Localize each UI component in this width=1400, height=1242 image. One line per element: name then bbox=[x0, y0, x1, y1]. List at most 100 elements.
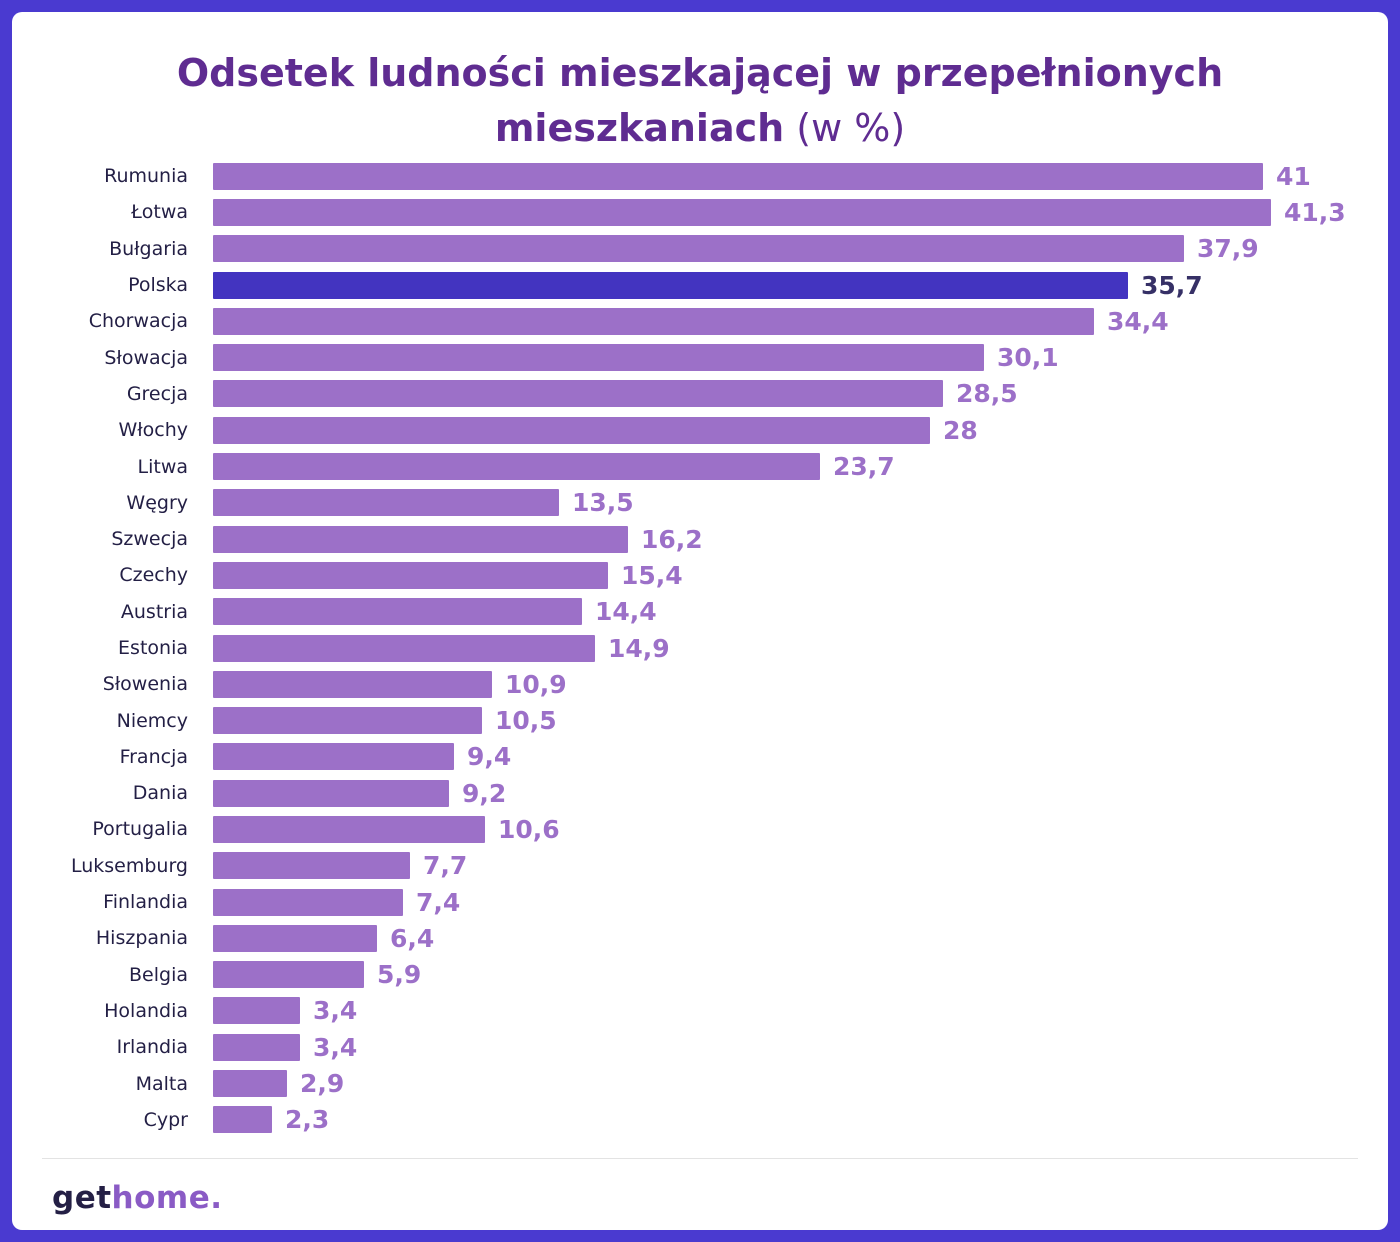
category-label: Chorwacja bbox=[88, 310, 188, 333]
chart-row: Chorwacja 34,4 bbox=[38, 303, 1362, 339]
bar-track: 7,4 bbox=[213, 888, 1362, 917]
chart-row: Finlandia 7,4 bbox=[38, 884, 1362, 920]
category-label: Hiszpania bbox=[95, 927, 188, 950]
category-label: Malta bbox=[135, 1072, 188, 1095]
chart-row: Holandia 3,4 bbox=[38, 993, 1362, 1029]
value-label: 14,9 bbox=[608, 633, 670, 663]
bar bbox=[213, 598, 582, 626]
chart-title-line2-bold: mieszkaniach bbox=[494, 106, 785, 151]
infographic-card: Odsetek ludności mieszkającej w przepełn… bbox=[12, 12, 1388, 1230]
bar-track: 5,9 bbox=[213, 960, 1362, 989]
category-label: Polska bbox=[128, 274, 188, 297]
value-label: 3,4 bbox=[313, 996, 358, 1026]
chart-row: Irlandia 3,4 bbox=[38, 1029, 1362, 1065]
bar bbox=[213, 1033, 300, 1061]
value-label: 16,2 bbox=[641, 524, 703, 554]
bar-track: 23,7 bbox=[213, 452, 1362, 481]
bar-track: 7,7 bbox=[213, 851, 1362, 880]
value-label: 35,7 bbox=[1141, 270, 1203, 300]
bar-track: 13,5 bbox=[213, 488, 1362, 517]
bar bbox=[213, 453, 820, 481]
chart-row: Rumunia 41 bbox=[38, 158, 1362, 194]
chart-row: Hiszpania 6,4 bbox=[38, 920, 1362, 956]
bar bbox=[213, 235, 1184, 263]
bar bbox=[213, 815, 485, 843]
chart-row: Luksemburg 7,7 bbox=[38, 848, 1362, 884]
bar-track: 41 bbox=[213, 162, 1362, 191]
value-label: 30,1 bbox=[997, 343, 1059, 373]
chart-row: Słowenia 10,9 bbox=[38, 666, 1362, 702]
bar-track: 3,4 bbox=[213, 996, 1362, 1025]
category-label: Portugalia bbox=[92, 818, 188, 841]
bar-track: 9,2 bbox=[213, 779, 1362, 808]
chart-row: Polska 35,7 bbox=[38, 267, 1362, 303]
value-label: 41 bbox=[1276, 161, 1311, 191]
category-label: Holandia bbox=[104, 999, 188, 1022]
category-label: Słowenia bbox=[102, 673, 188, 696]
bar-track: 10,5 bbox=[213, 706, 1362, 735]
category-label: Irlandia bbox=[116, 1036, 188, 1059]
category-label: Bułgaria bbox=[109, 237, 188, 260]
bar bbox=[213, 489, 559, 517]
bar-track: 10,6 bbox=[213, 815, 1362, 844]
chart-row: Węgry 13,5 bbox=[38, 485, 1362, 521]
category-label: Dania bbox=[132, 782, 188, 805]
chart-row: Włochy 28 bbox=[38, 412, 1362, 448]
bar-track: 30,1 bbox=[213, 343, 1362, 372]
category-label: Austria bbox=[120, 600, 188, 623]
bar bbox=[213, 852, 410, 880]
category-label: Francja bbox=[119, 745, 188, 768]
value-label: 28 bbox=[943, 415, 978, 445]
chart-row: Malta 2,9 bbox=[38, 1065, 1362, 1101]
value-label: 10,9 bbox=[505, 669, 567, 699]
chart-row: Bułgaria 37,9 bbox=[38, 231, 1362, 267]
value-label: 15,4 bbox=[621, 560, 683, 590]
bar bbox=[213, 380, 943, 408]
bar-track: 2,9 bbox=[213, 1069, 1362, 1098]
bar bbox=[213, 344, 984, 372]
bar bbox=[213, 888, 403, 916]
category-label: Cypr bbox=[143, 1108, 188, 1131]
gethome-logo: gethome. bbox=[52, 1180, 223, 1216]
value-label: 6,4 bbox=[390, 923, 435, 953]
bar-track: 14,4 bbox=[213, 597, 1362, 626]
category-label: Luksemburg bbox=[70, 854, 188, 877]
chart-row: Szwecja 16,2 bbox=[38, 521, 1362, 557]
chart-title-unit: (w %) bbox=[784, 106, 906, 151]
value-label: 10,5 bbox=[495, 706, 557, 736]
chart-row: Łotwa 41,3 bbox=[38, 194, 1362, 230]
chart-row: Słowacja 30,1 bbox=[38, 339, 1362, 375]
value-label: 9,2 bbox=[462, 778, 507, 808]
bar-track: 2,3 bbox=[213, 1105, 1362, 1134]
bar bbox=[213, 162, 1263, 190]
chart-row: Dania 9,2 bbox=[38, 775, 1362, 811]
bar-track: 34,4 bbox=[213, 307, 1362, 336]
category-label: Finlandia bbox=[103, 891, 188, 914]
bar bbox=[213, 743, 454, 771]
bar bbox=[213, 924, 377, 952]
bar bbox=[213, 561, 608, 589]
value-label: 14,4 bbox=[595, 597, 657, 627]
bar bbox=[213, 634, 595, 662]
chart-title: Odsetek ludności mieszkającej w przepełn… bbox=[12, 46, 1388, 156]
category-label: Estonia bbox=[118, 637, 188, 659]
value-label: 13,5 bbox=[572, 488, 634, 518]
bar-highlight bbox=[213, 271, 1128, 299]
chart-row: Portugalia 10,6 bbox=[38, 811, 1362, 847]
bar bbox=[213, 670, 492, 698]
bar-track: 28 bbox=[213, 416, 1362, 445]
category-label: Rumunia bbox=[104, 165, 188, 188]
value-label: 2,3 bbox=[285, 1105, 330, 1135]
bar bbox=[213, 307, 1094, 335]
chart-row: Czechy 15,4 bbox=[38, 557, 1362, 593]
bar-track: 37,9 bbox=[213, 234, 1362, 263]
chart-title-line1: Odsetek ludności mieszkającej w przepełn… bbox=[176, 51, 1224, 95]
logo-home: home. bbox=[111, 1180, 223, 1216]
bar-track: 3,4 bbox=[213, 1033, 1362, 1062]
category-label: Niemcy bbox=[116, 709, 188, 732]
bar-track: 35,7 bbox=[213, 271, 1362, 300]
bar-track: 15,4 bbox=[213, 561, 1362, 590]
value-label: 23,7 bbox=[833, 452, 895, 482]
value-label: 41,3 bbox=[1284, 197, 1346, 227]
logo-get: get bbox=[52, 1180, 112, 1216]
